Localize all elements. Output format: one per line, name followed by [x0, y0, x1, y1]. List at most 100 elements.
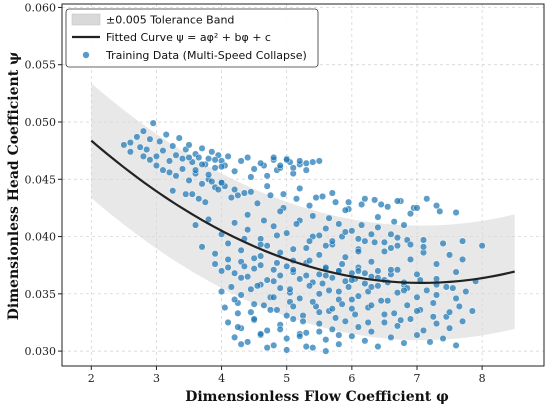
data-point [289, 315, 297, 323]
data-point [250, 265, 258, 273]
data-point [387, 333, 395, 341]
data-point [468, 307, 476, 315]
data-point [139, 127, 147, 135]
y-axis-label: Dimensionless Head Coefficient ψ [6, 52, 22, 320]
data-point [276, 271, 284, 280]
data-point [139, 152, 147, 160]
data-point [393, 266, 402, 274]
data-point [374, 267, 382, 275]
data-point [224, 152, 232, 160]
data-point [432, 320, 441, 328]
data-point [452, 341, 460, 349]
data-point [253, 282, 261, 290]
data-point [257, 330, 265, 338]
data-point [354, 323, 362, 331]
data-point [201, 198, 209, 206]
data-point [146, 135, 154, 143]
data-point [276, 284, 284, 292]
data-point [247, 173, 255, 181]
data-point [322, 271, 330, 280]
x-tick-label: 2 [88, 372, 95, 385]
data-point [231, 219, 239, 227]
fitted-curve-line [90, 139, 515, 284]
data-point [419, 243, 428, 251]
data-point [345, 198, 353, 206]
data-point [328, 274, 336, 282]
data-point [211, 164, 219, 172]
data-point [178, 165, 187, 173]
data-point [478, 242, 486, 250]
data-point [208, 178, 216, 186]
data-point [205, 155, 213, 163]
x-tick-label: 6 [348, 372, 355, 385]
data-point [328, 189, 336, 197]
data-point [302, 329, 310, 337]
data-point [169, 142, 177, 150]
data-point [322, 224, 330, 233]
data-point [250, 165, 258, 173]
data-point [296, 332, 304, 340]
data-point [283, 156, 291, 164]
tolerance-band-area [91, 83, 515, 341]
data-point [237, 340, 245, 348]
data-point [185, 153, 193, 162]
data-point [393, 322, 402, 330]
data-point [292, 195, 301, 203]
data-point [442, 283, 450, 291]
data-point [270, 266, 278, 274]
data-point [380, 247, 388, 255]
data-point [240, 262, 248, 270]
data-point [234, 309, 242, 317]
data-point [335, 220, 343, 228]
data-point [257, 252, 265, 260]
data-point [244, 226, 252, 234]
data-point [315, 320, 323, 328]
data-point [227, 194, 235, 202]
y-tick-label: 0.035 [25, 288, 57, 301]
x-tick-label: 8 [479, 372, 486, 385]
data-point [244, 211, 252, 219]
data-point [439, 334, 447, 343]
data-point [263, 344, 271, 352]
legend-points-swatch [82, 51, 90, 59]
data-point [358, 221, 366, 229]
data-point [371, 238, 379, 246]
data-point [260, 216, 268, 225]
data-point [309, 158, 317, 166]
data-point [354, 292, 362, 300]
data-point [341, 228, 349, 236]
data-point [231, 296, 239, 304]
data-point [305, 237, 314, 245]
data-point [283, 229, 291, 237]
data-point [231, 269, 239, 277]
data-point [159, 147, 167, 155]
data-point [250, 315, 258, 323]
data-point [240, 189, 248, 197]
data-point [459, 237, 467, 245]
data-point [188, 190, 196, 198]
data-point [165, 168, 174, 176]
data-point [364, 318, 372, 327]
data-point [406, 315, 415, 323]
data-point [322, 347, 330, 355]
data-point [289, 266, 297, 274]
data-point [289, 245, 297, 253]
data-point [377, 200, 385, 209]
data-point [341, 206, 349, 214]
data-point [244, 153, 252, 162]
data-point [374, 223, 382, 231]
data-point [354, 247, 362, 255]
data-point [305, 257, 314, 265]
data-point [257, 261, 265, 269]
data-point [315, 231, 323, 239]
data-point [263, 326, 271, 335]
data-point [302, 342, 310, 351]
data-point [318, 279, 327, 288]
data-point [338, 260, 346, 268]
data-point [162, 131, 170, 139]
data-point [387, 244, 395, 252]
data-point [384, 203, 392, 211]
data-point [332, 314, 340, 322]
data-point [273, 231, 281, 239]
